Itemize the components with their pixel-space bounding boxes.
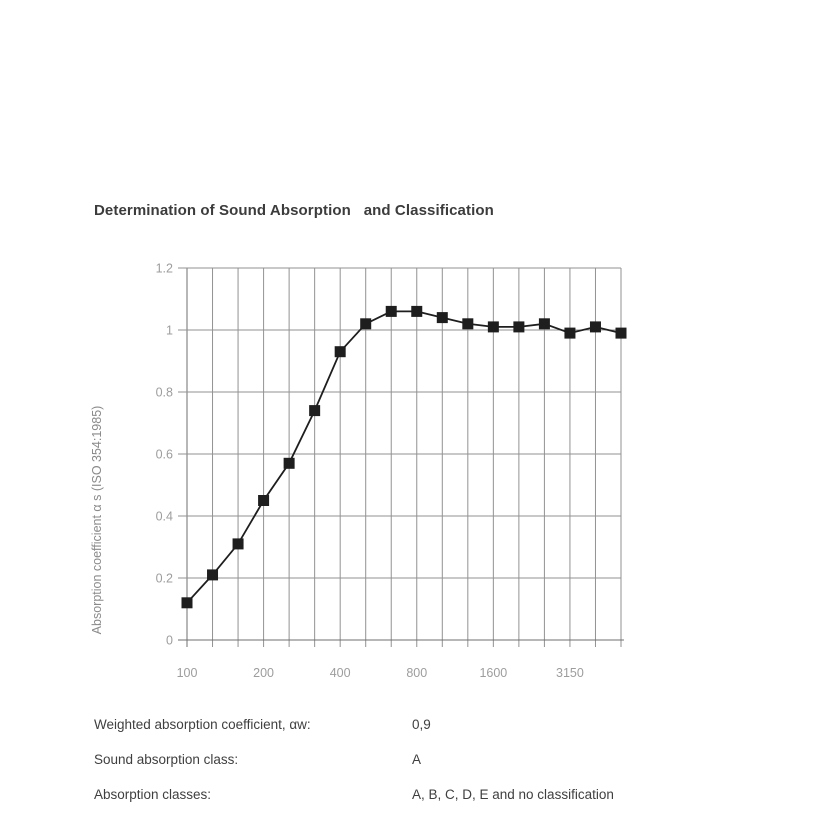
x-tick-label: 100 [177,666,198,680]
y-tick-label: 0.8 [156,386,173,400]
x-tick-label: 200 [253,666,274,680]
series-line [186,310,622,604]
result-value: A, B, C, D, E and no classification [412,787,614,802]
result-value: 0,9 [412,717,431,732]
x-tick-label: 3150 [556,666,584,680]
result-label: Sound absorption class: [94,752,239,767]
absorption-chart: 0 0.2 0.4 0.6 0.8 1 1.2 100 200 400 800 1600 3150 Abs… [90,262,627,680]
page-title: Determination of Sound Absorption and Cl… [94,202,494,219]
result-label: Absorption classes: [94,787,212,802]
data-point-marker [538,318,550,330]
y-tick-label: 1.2 [156,262,173,276]
y-tick-label: 0 [166,634,173,648]
y-tick-label: 0.4 [156,510,173,524]
x-tick-label: 1600 [479,666,507,680]
result-label: Weighted absorption coefficient, αw: [94,717,311,732]
data-point-marker [258,495,270,506]
data-point-marker [462,318,474,330]
y-tick-label: 1 [166,324,173,338]
result-row-absorption-class: Sound absorption class: A [0,751,820,786]
y-tick-label: 0.6 [156,448,173,462]
data-point-marker [360,318,372,330]
result-row-absorption-classes: Absorption classes: A, B, C, D, E and no… [0,786,820,821]
data-point-marker [487,321,499,333]
data-point-marker [564,327,576,339]
data-point-marker [232,538,244,550]
data-point-marker [309,405,321,417]
data-point-marker [334,346,346,358]
y-tick-label: 0.2 [156,572,173,586]
results-table: Weighted absorption coefficient, αw: 0,9… [0,716,820,821]
data-point-marker [207,569,219,581]
data-point-marker [589,321,601,333]
x-tick-label: 800 [406,666,427,680]
data-point-marker [436,312,448,324]
result-value: A [412,752,422,767]
data-point-marker [411,305,423,317]
result-row-weighted-coefficient: Weighted absorption coefficient, αw: 0,9 [0,716,820,751]
data-point-marker [283,457,295,469]
y-axis-label: Absorption coefficient α s (ISO 354:1985… [90,406,104,635]
x-tick-label: 400 [330,666,351,680]
data-point-marker [513,321,525,333]
data-point-marker [615,327,627,339]
data-point-marker [181,597,193,609]
data-point-marker [385,305,397,317]
